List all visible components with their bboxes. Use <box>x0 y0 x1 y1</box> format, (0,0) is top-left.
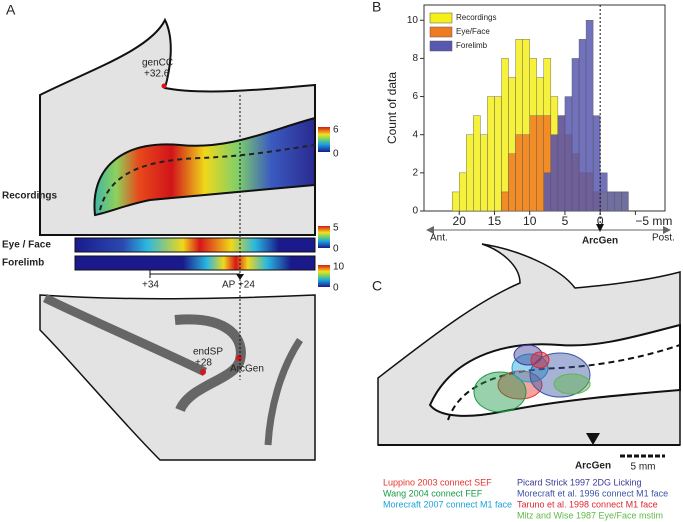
annotation: Post. <box>652 233 675 244</box>
annotation: Ant. <box>430 233 448 244</box>
bar <box>557 115 566 212</box>
legend-swatch <box>429 12 453 24</box>
x-tick-label: −5 mm <box>635 214 672 228</box>
bar <box>599 172 608 212</box>
region <box>513 344 543 366</box>
label: ArcGen <box>230 364 264 375</box>
bar <box>515 134 523 212</box>
panel-a: A genCC +32.6 Recordings Eye / Face Fore… <box>2 2 345 461</box>
bar <box>459 172 467 212</box>
label: endSP <box>193 347 223 358</box>
panel-label: C <box>372 278 382 294</box>
label: +32.6 <box>144 69 170 80</box>
legend-label: Recordings <box>456 13 496 22</box>
panel-b: B Count of data Ant. ArcGen Post. 0 2 4 6 8 1… <box>372 0 675 247</box>
bar <box>571 58 580 212</box>
bar <box>585 20 594 212</box>
region <box>529 352 591 398</box>
bar <box>529 115 537 212</box>
x-tick-label: 20 <box>453 214 467 228</box>
legend-swatch <box>429 26 453 38</box>
bar <box>621 191 629 212</box>
bar <box>536 115 544 212</box>
legend-entry: Morecraft et al. 1996 connect M1 face <box>517 488 668 498</box>
colorbar-label: 0 <box>333 244 339 255</box>
region <box>553 373 591 395</box>
label: +34 <box>142 280 159 291</box>
bar <box>501 58 509 212</box>
bar <box>487 96 495 212</box>
legend-swatch <box>429 40 453 52</box>
colorbar-label: 5 <box>333 223 339 234</box>
legend-entry: Wang 2004 connect FEF <box>383 488 483 498</box>
colorbar-label: 0 <box>333 283 339 294</box>
bar <box>614 191 622 212</box>
legend-entry: Luppino 2003 connect SEF <box>383 477 492 487</box>
x-tick-label: 5 <box>562 214 569 228</box>
bar <box>451 191 460 212</box>
y-tick-label: 10 <box>407 15 419 26</box>
y-tick-label: 4 <box>412 129 418 140</box>
legend-label: Forelimb <box>456 41 488 50</box>
label: +28 <box>195 358 212 369</box>
y-tick-label: 0 <box>412 206 418 217</box>
bar <box>592 115 601 212</box>
legend-entry: Morecraft 2007 connect M1 face <box>383 499 512 509</box>
region <box>497 370 543 400</box>
label: genCC <box>142 58 173 69</box>
annotation: ArcGen <box>582 236 618 247</box>
label: AP +24 <box>222 280 255 291</box>
colorbar-label: 10 <box>333 262 345 273</box>
panel-label: B <box>372 0 381 15</box>
y-tick-label: 2 <box>412 167 418 178</box>
bar <box>473 115 481 212</box>
label: Eye / Face <box>2 240 51 251</box>
region <box>473 371 527 413</box>
legend-entry: Mitz and Wise 1987 Eye/Face mstim <box>517 510 663 520</box>
x-tick-label: 10 <box>523 214 537 228</box>
bar <box>607 191 615 212</box>
bar <box>522 134 530 212</box>
x-tick-label: 15 <box>488 214 502 228</box>
y-axis-label: Count of data <box>385 72 399 144</box>
bar <box>494 96 502 212</box>
y-tick-label: 6 <box>412 91 418 102</box>
colorbar-label: 6 <box>333 125 339 136</box>
bar <box>578 39 587 212</box>
bar <box>550 134 559 212</box>
label: ArcGen <box>575 461 611 472</box>
legend-entry: Picard Strick 1997 2DG Licking <box>517 477 642 487</box>
region <box>530 351 550 369</box>
scale-label: 5 mm <box>631 462 656 473</box>
legend-entry: Taruno et al. 1998 connect M1 face <box>517 499 658 509</box>
bar <box>480 134 488 212</box>
bar <box>543 172 552 212</box>
panel-label: A <box>6 2 16 18</box>
label: Recordings <box>2 191 57 202</box>
legend-label: Eye/Face <box>456 27 490 36</box>
bar <box>508 153 516 212</box>
label: Forelimb <box>2 258 44 269</box>
colorbar-label: 0 <box>333 149 339 160</box>
bar <box>564 96 573 212</box>
panel-c: C ArcGen 5 mm Luppino 2003 connect SEFWa… <box>372 243 681 520</box>
bar <box>501 191 509 212</box>
y-tick-label: 8 <box>412 53 418 64</box>
bar <box>466 134 474 212</box>
